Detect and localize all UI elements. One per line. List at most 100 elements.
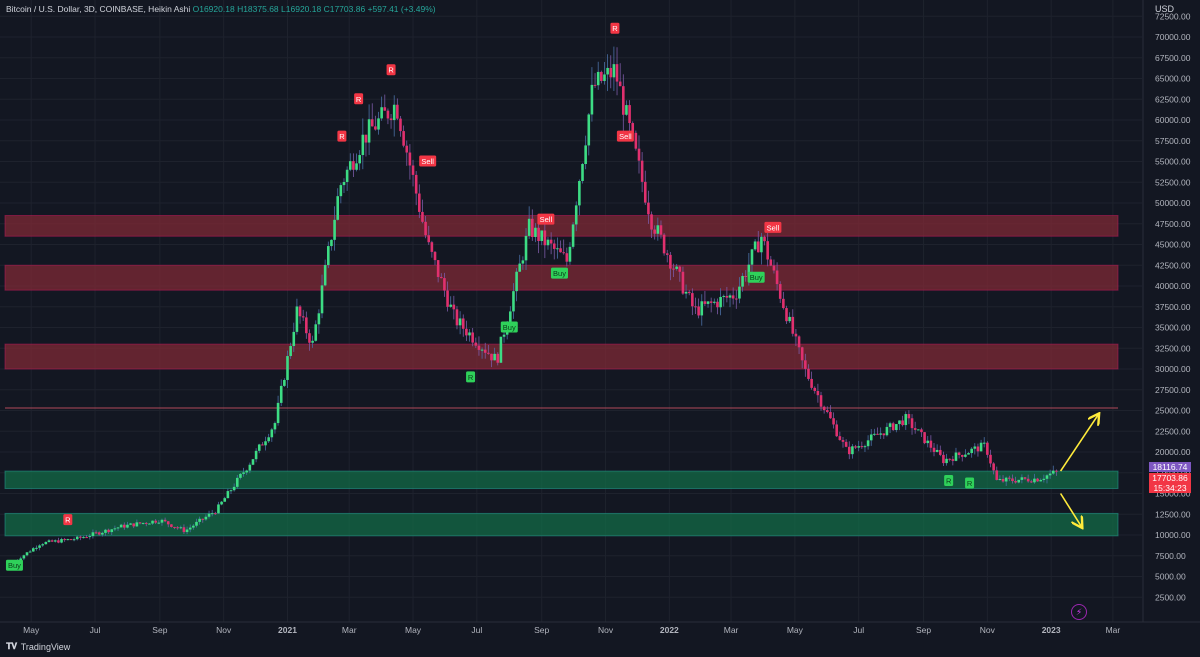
candle-down (637, 148, 641, 161)
candle-up (747, 264, 751, 277)
candle-up (1020, 477, 1024, 480)
time-axis[interactable]: May Jul Sep Nov 2021 Mar May Jul Sep Nov 2022 Mar Ma… (0, 621, 1200, 635)
candle-down (461, 318, 465, 329)
candle-down (439, 276, 443, 279)
candle-up (210, 513, 214, 515)
candle-up (895, 424, 898, 431)
candle-down (816, 390, 820, 396)
candle-up (198, 518, 201, 522)
candle-up (135, 522, 139, 527)
candle-up (317, 313, 321, 325)
signal-markers: Buy R R R R Sell R Buy Sell Buy R Sell Buy Sell R R (5, 22, 975, 571)
signal-buy-marker (5, 559, 23, 571)
candle-down (772, 265, 776, 271)
candle-down (913, 428, 917, 430)
candle-down (938, 449, 942, 455)
candle-down (841, 440, 845, 442)
candle-down (552, 243, 556, 249)
candle-up (967, 453, 970, 455)
candle-down (69, 539, 73, 541)
candle-up (157, 522, 161, 524)
candle-down (424, 221, 427, 236)
lightning-icon[interactable]: ⚡ (1071, 604, 1087, 620)
candle-down (694, 306, 697, 308)
candle-down (810, 378, 813, 388)
candle-up (53, 540, 57, 542)
candle-down (901, 420, 904, 426)
candle-up (377, 118, 380, 130)
y-tick-label: 52500.00 (1155, 177, 1191, 187)
candle-up (141, 522, 145, 524)
candle-up (220, 501, 223, 505)
signal-label: R (468, 373, 474, 382)
candle-up (345, 169, 349, 182)
candle-up (267, 437, 270, 442)
candle-up (534, 227, 537, 237)
x-tick-label: May (23, 625, 40, 635)
brand-footer[interactable]: 𝐓𝐕 TradingView (6, 641, 70, 652)
candle-down (85, 537, 88, 539)
candle-down (691, 293, 694, 307)
candle-down (63, 539, 66, 541)
signal-sell-marker (537, 213, 555, 225)
candle-down (703, 301, 707, 304)
high-value: H18375.68 (237, 4, 279, 14)
candle-down (640, 160, 644, 182)
close-price-tag: 17703.86 15:34:23 (1149, 473, 1191, 493)
candle-up (869, 434, 873, 441)
candle-down (942, 454, 945, 464)
signal-r-marker (386, 64, 396, 76)
projection-up-arrow (1059, 415, 1099, 472)
candle-down (669, 254, 672, 269)
y-tick-label: 30000.00 (1155, 364, 1191, 374)
candle-down (214, 513, 217, 515)
currency-label[interactable]: USD (1155, 4, 1175, 14)
candle-up (358, 155, 361, 164)
candle-down (766, 241, 769, 260)
signal-label: R (65, 516, 71, 525)
candle-down (433, 251, 437, 261)
candle-up (19, 558, 23, 561)
candle-up (342, 181, 346, 186)
candle-up (713, 301, 716, 303)
candle-up (47, 540, 51, 542)
y-tick-label: 67500.00 (1155, 53, 1191, 63)
symbol-name: Bitcoin / U.S. Dollar, 3D, COINBASE, Hei… (6, 4, 191, 14)
candle-up (217, 504, 220, 514)
x-tick-label: Mar (342, 625, 357, 635)
candle-up (75, 536, 79, 540)
projection-arrows (1059, 415, 1099, 527)
candle-up (91, 532, 95, 537)
y-tick-label: 40000.00 (1155, 281, 1191, 291)
y-tick-label: 17500.00 (1155, 468, 1191, 478)
tradingview-logo-icon: 𝐓𝐕 (6, 641, 17, 651)
candle-down (860, 446, 864, 448)
candle-up (129, 523, 132, 525)
candle-down (389, 118, 393, 121)
signal-label: Sell (619, 132, 632, 141)
candle-down (474, 342, 478, 346)
candle-up (204, 516, 208, 520)
candle-down (107, 529, 110, 533)
candle-up (722, 295, 726, 297)
candle-up (1004, 477, 1008, 482)
candle-up (449, 304, 452, 307)
candle-up (380, 107, 383, 119)
candle-down (173, 526, 176, 528)
candle-up (1042, 478, 1046, 480)
candle-up (873, 433, 876, 435)
candle-up (367, 119, 371, 143)
x-tick-label: 2022 (660, 625, 679, 635)
price-axis[interactable]: 72500.00 70000.00 67500.00 65000.00 62500.00… (1142, 0, 1200, 657)
candle-down (446, 290, 449, 307)
candle-down (261, 444, 264, 446)
candle-up (509, 311, 512, 324)
candle-down (1036, 478, 1039, 482)
candle-down (154, 520, 157, 523)
candle-down (79, 536, 82, 538)
candle-down (822, 406, 826, 411)
candle-up (160, 519, 164, 523)
candle-down (665, 253, 669, 255)
candle-up (612, 64, 616, 78)
